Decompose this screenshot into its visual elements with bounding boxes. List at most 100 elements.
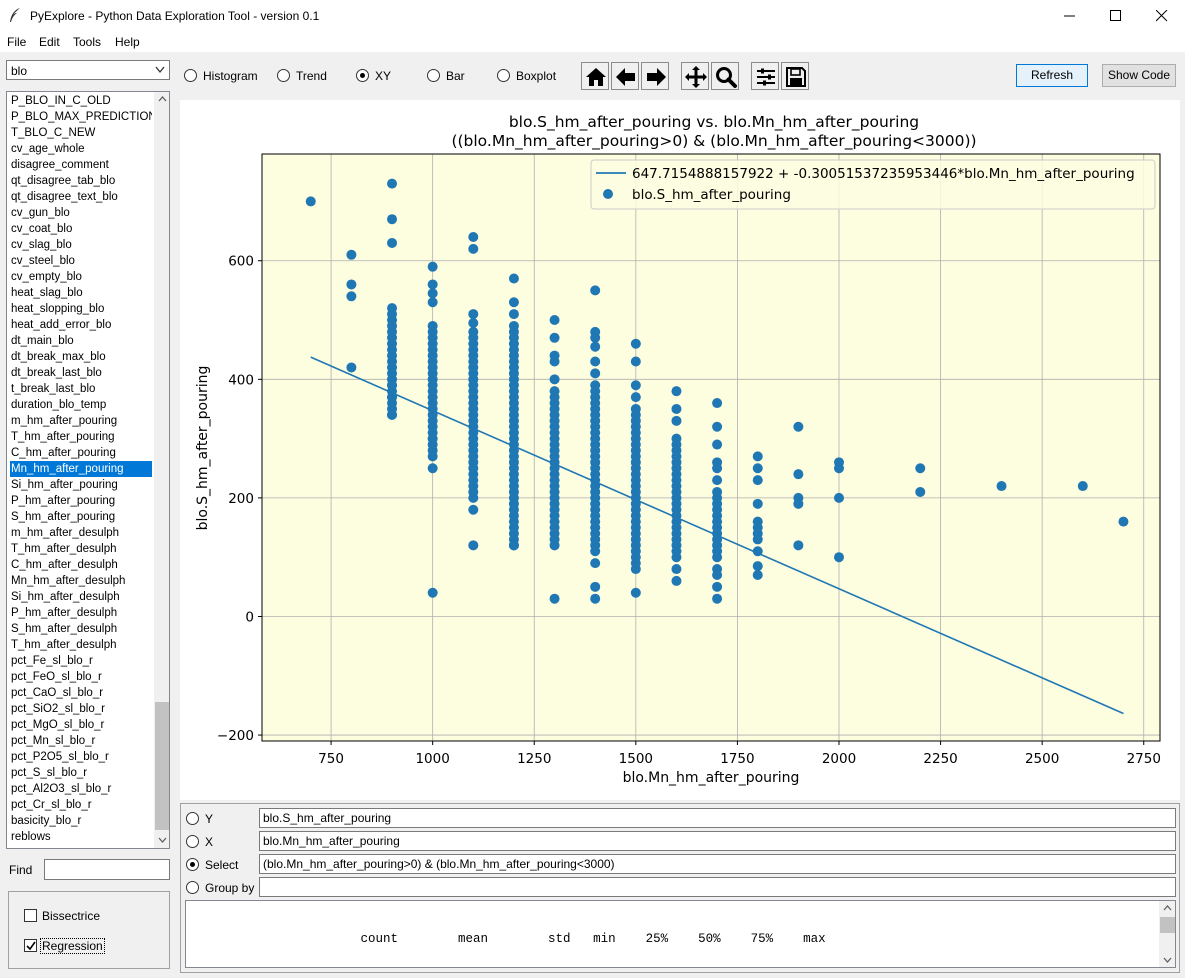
y-field[interactable]: blo.S_hm_after_pouring [259,808,1176,828]
zoom-button[interactable] [711,62,739,90]
list-item[interactable]: Si_hm_after_pouring [11,479,118,491]
select-field[interactable]: (blo.Mn_hm_after_pouring>0) & (blo.Mn_hm… [259,854,1176,874]
scroll-down-icon[interactable] [1159,953,1176,967]
close-button[interactable] [1139,0,1185,32]
list-item[interactable]: P_hm_after_pouring [11,495,116,507]
list-item[interactable]: P_BLO_IN_C_OLD [11,95,111,107]
list-item[interactable]: qt_disagree_tab_blo [11,175,116,187]
scroll-down-icon[interactable] [154,833,170,847]
maximize-button[interactable] [1093,0,1139,32]
radio-select[interactable] [186,858,199,871]
pan-button[interactable] [681,62,709,90]
menu-edit[interactable]: Edit [39,35,60,49]
radio-boxplot[interactable] [497,69,510,82]
list-item[interactable]: C_hm_after_pouring [11,447,116,459]
radio-xy[interactable] [356,69,369,82]
list-item[interactable]: m_hm_after_desulph [11,527,120,539]
list-item[interactable]: cv_age_whole [11,143,85,155]
regression-label[interactable]: Regression [40,938,105,954]
stats-scrollbar[interactable] [1159,900,1176,968]
list-item[interactable]: reblows [11,831,51,843]
data-point [387,303,398,314]
list-item[interactable]: P_BLO_MAX_PREDICTION_ [11,111,152,123]
list-item[interactable]: basicity_blo_r [11,815,82,827]
list-item[interactable]: dt_main_blo [11,335,74,347]
list-item[interactable]: dt_break_max_blo [11,351,106,363]
refresh-button[interactable]: Refresh [1016,64,1088,87]
list-item[interactable]: T_hm_after_desulph [11,639,117,651]
group-by-field[interactable] [259,877,1176,897]
radio-trend[interactable] [277,69,290,82]
configure-subplots-button[interactable] [751,62,779,90]
list-item[interactable]: t_break_last_blo [11,383,96,395]
list-item[interactable]: dt_break_last_blo [11,367,102,379]
list-item[interactable]: T_hm_after_desulph [11,543,117,555]
list-item[interactable]: cv_empty_blo [11,271,82,283]
list-item[interactable]: pct_SiO2_sl_blo_r [11,703,105,715]
list-item[interactable]: T_BLO_C_NEW [11,127,96,139]
back-button[interactable] [611,62,639,90]
menu-tools[interactable]: Tools [73,35,102,49]
forward-button[interactable] [641,62,669,90]
scatter-chart[interactable]: blo.S_hm_after_pouring vs. blo.Mn_hm_aft… [180,100,1180,800]
list-item[interactable]: heat_slopping_blo [11,303,105,315]
x-field[interactable]: blo.Mn_hm_after_pouring [259,831,1176,851]
list-scrollbar[interactable] [154,92,170,848]
radio-xy-label[interactable]: XY [375,69,392,83]
list-item[interactable]: cv_steel_blo [11,255,75,267]
radio-boxplot-label[interactable]: Boxplot [516,69,557,83]
radio-x[interactable] [186,835,199,848]
list-item[interactable]: disagree_comment [11,159,109,171]
list-item[interactable]: T_hm_after_pouring [11,431,115,443]
list-item[interactable]: pct_P2O5_sl_blo_r [11,751,109,763]
show-code-button[interactable]: Show Code [1102,64,1176,87]
list-item[interactable]: C_hm_after_desulph [11,559,118,571]
list-item[interactable]: pct_Al2O3_sl_blo_r [11,783,112,795]
radio-histogram[interactable] [184,69,197,82]
home-button[interactable] [581,62,609,90]
list-item[interactable]: cv_slag_blo [11,239,72,251]
menu-file[interactable]: File [7,35,27,49]
list-item[interactable]: pct_Cr_sl_blo_r [11,799,92,811]
table-select[interactable]: blo [6,60,170,80]
find-input[interactable] [44,859,170,880]
list-item[interactable]: qt_disagree_text_blo [11,191,118,203]
radio-histogram-label[interactable]: Histogram [203,69,258,83]
list-item[interactable]: heat_add_error_blo [11,319,112,331]
scroll-up-icon[interactable] [154,92,170,106]
radio-bar[interactable] [427,69,440,82]
save-figure-button[interactable] [781,62,809,90]
radio-trend-label[interactable]: Trend [296,69,327,83]
list-item[interactable]: duration_blo_temp [11,399,107,411]
list-item[interactable]: S_hm_after_pouring [11,511,116,523]
radio-group-by[interactable] [186,881,199,894]
list-item[interactable]: heat_slag_blo [11,287,83,299]
regression-checkbox[interactable] [24,939,37,952]
data-point [793,421,804,432]
variable-list[interactable]: P_BLO_IN_C_OLD P_BLO_MAX_PREDICTION_ T_BLO… [6,91,170,849]
list-item[interactable]: pct_Fe_sl_blo_r [11,655,93,667]
menu-help[interactable]: Help [115,35,140,49]
radio-bar-label[interactable]: Bar [446,69,465,83]
list-item[interactable]: Mn_hm_after_desulph [11,575,126,587]
list-item[interactable]: pct_Mn_sl_blo_r [11,735,96,747]
list-item[interactable]: cv_coat_blo [11,223,73,235]
minimize-button[interactable] [1047,0,1093,32]
list-item[interactable]: pct_FeO_sl_blo_r [11,671,102,683]
stats-scroll-thumb[interactable] [1160,917,1175,933]
list-item[interactable]: Mn_hm_after_pouring [10,461,152,477]
scroll-up-icon[interactable] [1159,901,1176,915]
radio-y[interactable] [186,812,199,825]
list-scroll-thumb[interactable] [155,702,169,830]
list-item[interactable]: pct_S_sl_blo_r [11,767,88,779]
list-item[interactable]: P_hm_after_desulph [11,607,118,619]
list-item[interactable]: S_hm_after_desulph [11,623,118,635]
list-item[interactable]: Si_hm_after_desulph [11,591,120,603]
statistics-output[interactable]: count mean std min 25% 50% 75% max blo.S… [185,900,1160,968]
bissectrice-label[interactable]: Bissectrice [42,909,101,923]
list-item[interactable]: m_hm_after_pouring [11,415,118,427]
list-item[interactable]: cv_gun_blo [11,207,70,219]
bissectrice-checkbox[interactable] [24,909,37,922]
list-item[interactable]: pct_MgO_sl_blo_r [11,719,105,731]
list-item[interactable]: pct_CaO_sl_blo_r [11,687,104,699]
